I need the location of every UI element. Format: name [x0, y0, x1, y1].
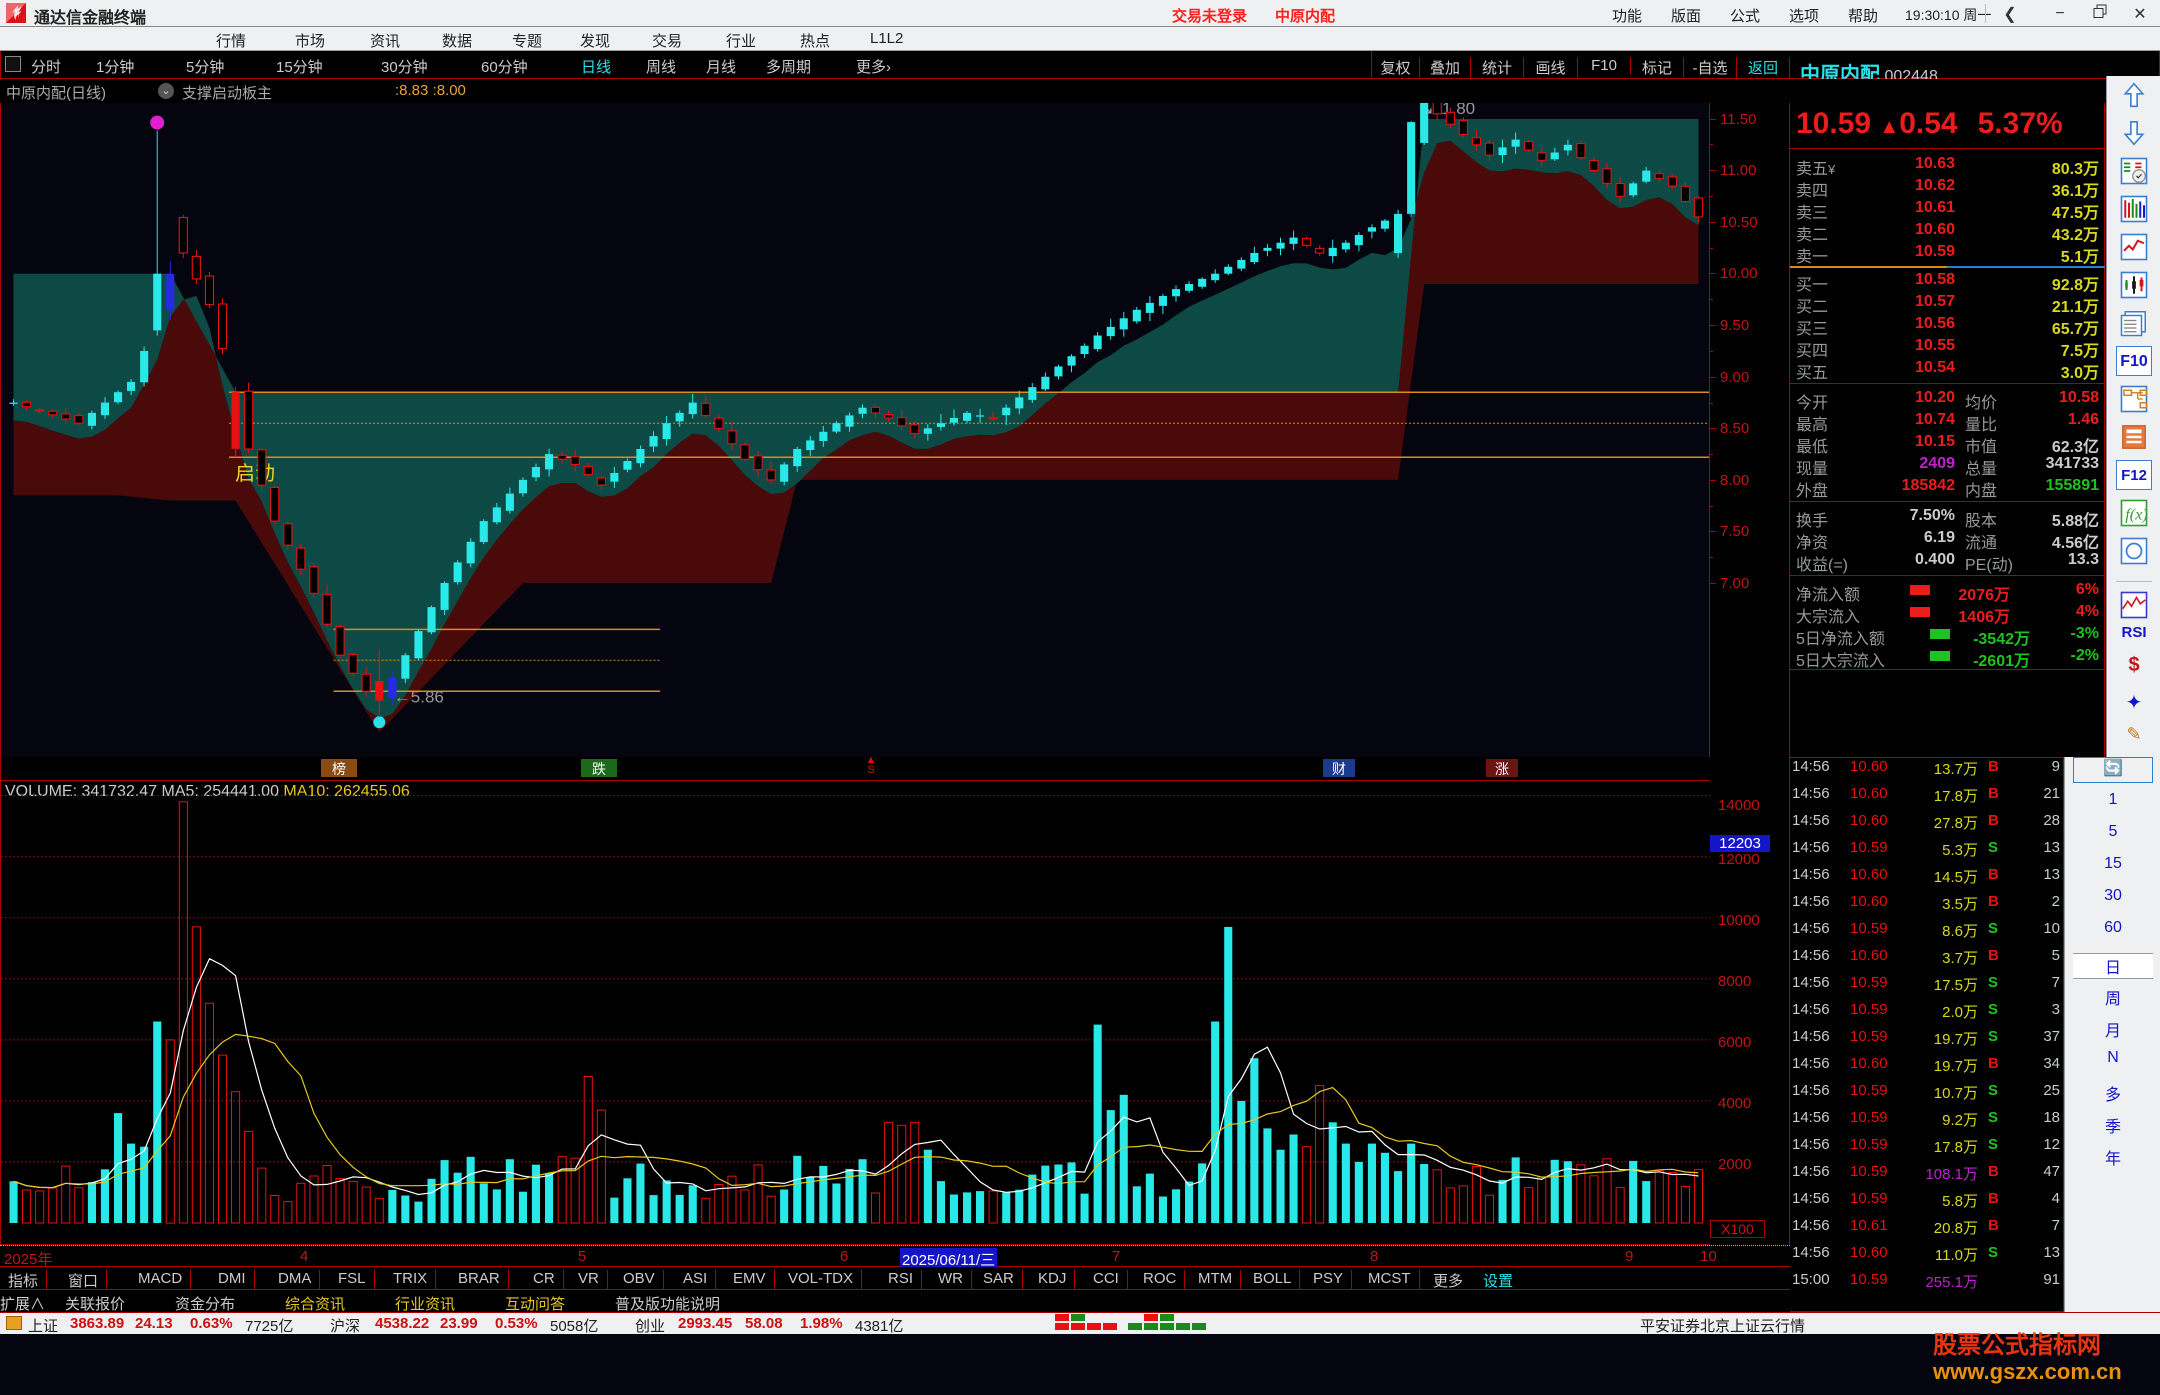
svg-text:←5.86: ←5.86 [394, 687, 444, 706]
svg-text:启动: 启动 [235, 462, 275, 485]
svg-text:f(x): f(x) [2125, 505, 2148, 523]
